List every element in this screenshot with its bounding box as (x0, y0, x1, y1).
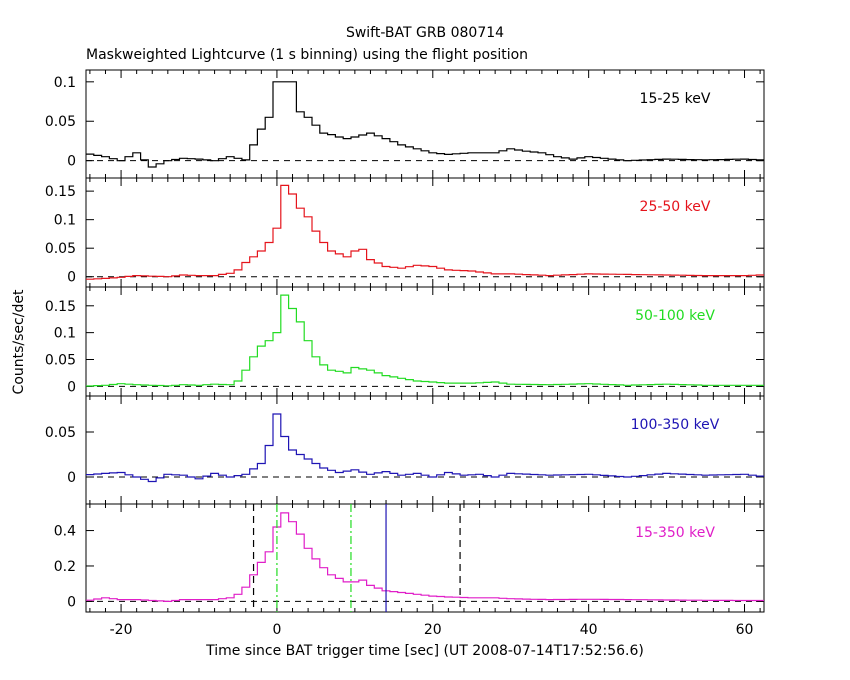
panel-frame (85, 177, 765, 288)
x-axis-label: Time since BAT trigger time [sec] (UT 20… (205, 643, 644, 659)
y-tick-label: 0.15 (45, 299, 76, 315)
y-tick-label: 0.2 (54, 559, 76, 575)
x-tick-label: 40 (580, 622, 598, 638)
y-tick-label: 0 (67, 594, 76, 610)
lightcurve-series (86, 184, 764, 280)
panels: 0 0.05 0.1 15-25 keV 0 0.05 0.1 0.15 25-50 keV 0 0… (45, 69, 765, 638)
x-tick-label: 0 (272, 622, 281, 638)
panel-frame (85, 69, 765, 179)
series-label: 15-350 keV (635, 525, 715, 541)
y-axis-label: Counts/sec/det (11, 289, 27, 394)
y-tick-label: 0.05 (45, 425, 76, 441)
y-tick-label: 0.05 (45, 114, 76, 130)
x-tick-label: 20 (424, 622, 442, 638)
series-label: 100-350 keV (631, 417, 720, 433)
y-tick-label: 0 (67, 270, 76, 286)
series-label: 15-25 keV (640, 91, 711, 107)
y-tick-label: 0.4 (54, 524, 76, 540)
y-tick-label: 0.1 (54, 326, 76, 342)
lightcurve-series (86, 413, 764, 483)
y-tick-label: 0 (67, 379, 76, 395)
panel-frame (85, 286, 765, 397)
x-tick-label: 60 (736, 622, 754, 638)
x-tick-label: -20 (110, 622, 133, 638)
y-tick-label: 0 (67, 470, 76, 486)
chart-subtitle: Maskweighted Lightcurve (1 s binning) us… (86, 47, 528, 63)
chart-title: Swift-BAT GRB 080714 (346, 25, 504, 41)
y-tick-label: 0.1 (54, 75, 76, 91)
lightcurve-series (86, 81, 764, 168)
y-tick-label: 0.1 (54, 213, 76, 229)
lightcurve-series (86, 294, 764, 387)
lightcurve-series (86, 512, 764, 602)
series-label: 50-100 keV (635, 308, 715, 324)
y-tick-label: 0.05 (45, 241, 76, 257)
series-label: 25-50 keV (640, 199, 711, 215)
y-tick-label: 0.05 (45, 352, 76, 368)
panel-frame (85, 503, 765, 613)
panel-frame (85, 395, 765, 505)
y-tick-label: 0.15 (45, 184, 76, 200)
y-tick-label: 0 (67, 154, 76, 170)
